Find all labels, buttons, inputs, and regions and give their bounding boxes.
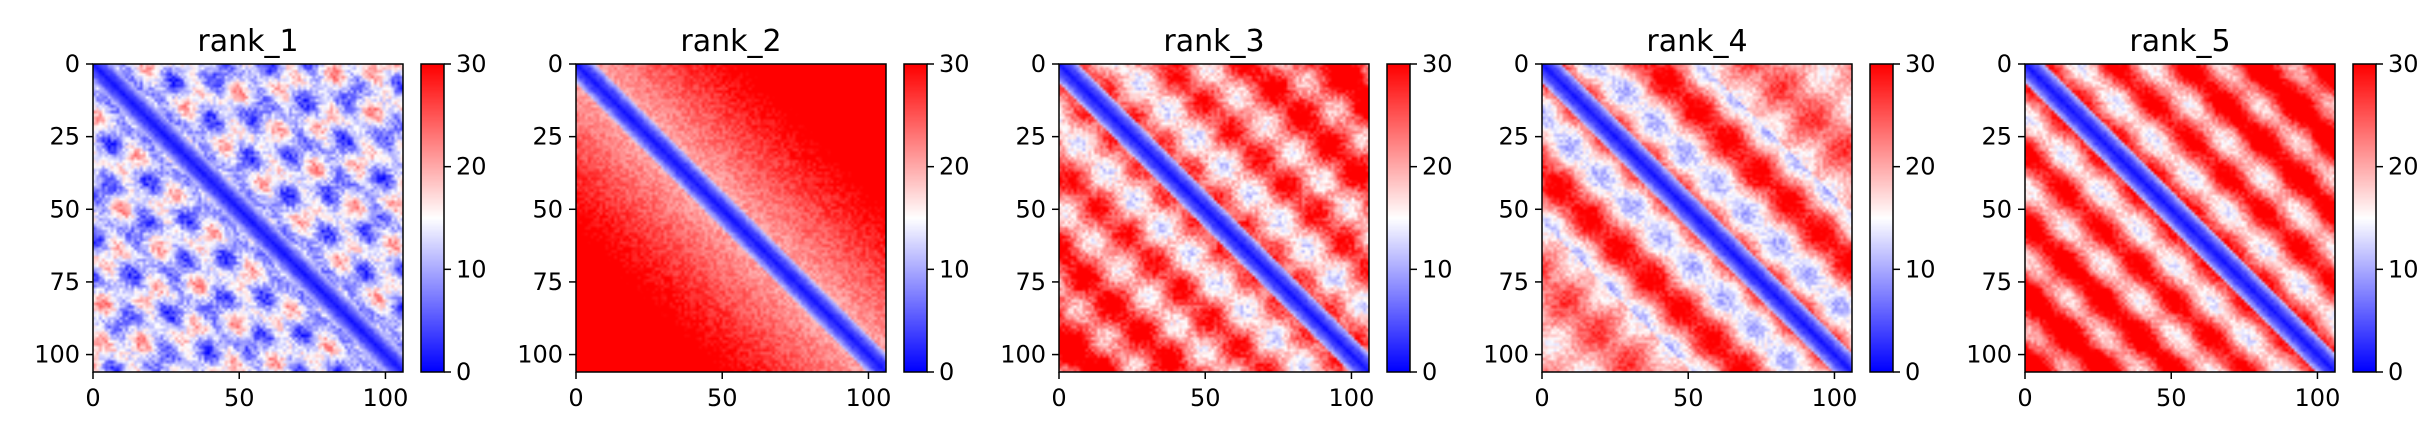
colorbar (904, 64, 927, 372)
colorbar-tick-label: 20 (456, 153, 487, 181)
y-tick-label: 100 (1966, 341, 2012, 369)
x-tick-label: 50 (224, 384, 255, 412)
colorbar-tick-label: 30 (456, 50, 487, 78)
y-tick-label: 100 (1000, 341, 1046, 369)
colorbar-frame (1869, 63, 1894, 373)
x-tick-label: 50 (707, 384, 738, 412)
x-tick-label: 100 (1812, 384, 1858, 412)
y-tick-label: 25 (1498, 123, 1529, 151)
y-tick-label: 75 (532, 268, 563, 296)
y-tick-label: 0 (1031, 50, 1046, 78)
colorbar-tick-label: 0 (1422, 358, 1437, 386)
x-tick-label: 100 (846, 384, 892, 412)
x-tick-label: 100 (2295, 384, 2341, 412)
heatmap-image (2025, 64, 2335, 372)
colorbar (1870, 64, 1893, 372)
y-tick-label: 25 (49, 123, 80, 151)
y-tick-label: 75 (1498, 268, 1529, 296)
y-tick-label: 50 (49, 195, 80, 223)
colorbar-frame (903, 63, 928, 373)
x-tick-label: 0 (85, 384, 100, 412)
colorbar-tick-label: 20 (1422, 153, 1453, 181)
y-tick-label: 75 (1015, 268, 1046, 296)
colorbar-frame (2352, 63, 2377, 373)
colorbar-frame (420, 63, 445, 373)
colorbar-tick-label: 0 (2388, 358, 2403, 386)
colorbar-tick-label: 10 (2388, 255, 2419, 283)
heatmap-image (576, 64, 886, 372)
y-tick-label: 75 (1981, 268, 2012, 296)
panel-title: rank_5 (2129, 24, 2230, 59)
y-tick-label: 0 (548, 50, 563, 78)
colorbar-tick-label: 10 (1905, 255, 1936, 283)
colorbar (2353, 64, 2376, 372)
colorbar-frame (1386, 63, 1411, 373)
colorbar-tick-label: 10 (456, 255, 487, 283)
y-tick-label: 50 (1498, 195, 1529, 223)
y-tick-label: 25 (1015, 123, 1046, 151)
y-tick-label: 25 (1981, 123, 2012, 151)
x-tick-label: 0 (1534, 384, 1549, 412)
axes-frame (575, 63, 887, 373)
x-tick-label: 100 (363, 384, 409, 412)
panel-title: rank_2 (680, 24, 781, 59)
y-tick-label: 0 (1514, 50, 1529, 78)
y-tick-label: 0 (65, 50, 80, 78)
colorbar-tick-label: 0 (939, 358, 954, 386)
y-tick-label: 75 (49, 268, 80, 296)
colorbar (421, 64, 444, 372)
colorbar-tick-label: 30 (2388, 50, 2419, 78)
colorbar-tick-label: 30 (1422, 50, 1453, 78)
y-tick-label: 50 (1981, 195, 2012, 223)
x-tick-label: 0 (2017, 384, 2032, 412)
y-tick-label: 50 (532, 195, 563, 223)
y-tick-label: 100 (34, 341, 80, 369)
axes-frame (92, 63, 404, 373)
axes-frame (2024, 63, 2336, 373)
x-tick-label: 50 (1190, 384, 1221, 412)
colorbar-tick-label: 0 (456, 358, 471, 386)
x-tick-label: 50 (2156, 384, 2187, 412)
axes-frame (1058, 63, 1370, 373)
colorbar-tick-label: 30 (939, 50, 970, 78)
x-tick-label: 50 (1673, 384, 1704, 412)
y-tick-label: 0 (1997, 50, 2012, 78)
x-tick-label: 0 (568, 384, 583, 412)
heatmap-image (1059, 64, 1369, 372)
y-tick-label: 100 (517, 341, 563, 369)
colorbar-tick-label: 20 (1905, 153, 1936, 181)
panel-title: rank_4 (1646, 24, 1747, 59)
colorbar-tick-label: 20 (2388, 153, 2419, 181)
heatmap-image (1542, 64, 1852, 372)
colorbar-tick-label: 10 (1422, 255, 1453, 283)
y-tick-label: 50 (1015, 195, 1046, 223)
colorbar-tick-label: 20 (939, 153, 970, 181)
colorbar (1387, 64, 1410, 372)
panel-title: rank_1 (197, 24, 298, 59)
panel-title: rank_3 (1163, 24, 1264, 59)
x-tick-label: 0 (1051, 384, 1066, 412)
x-tick-label: 100 (1329, 384, 1375, 412)
axes-frame (1541, 63, 1853, 373)
heatmap-image (93, 64, 403, 372)
colorbar-tick-label: 30 (1905, 50, 1936, 78)
colorbar-tick-label: 0 (1905, 358, 1920, 386)
colorbar-tick-label: 10 (939, 255, 970, 283)
y-tick-label: 100 (1483, 341, 1529, 369)
y-tick-label: 25 (532, 123, 563, 151)
